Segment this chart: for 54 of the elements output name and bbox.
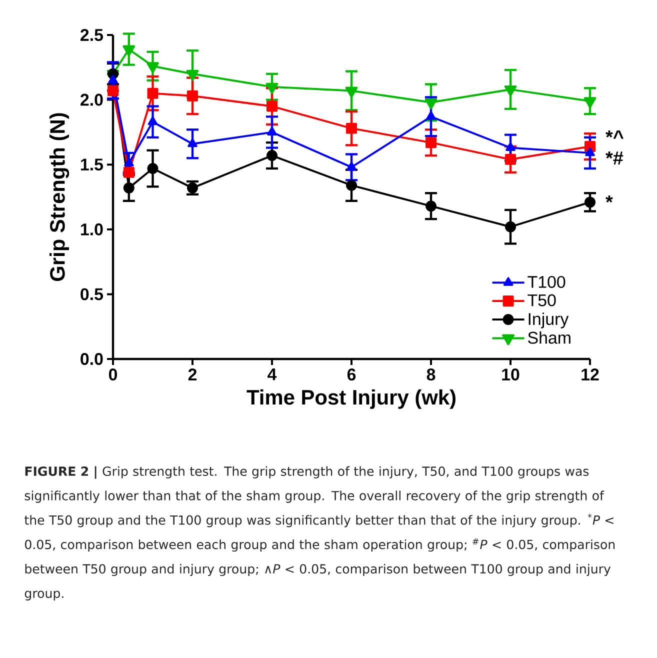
point bbox=[266, 82, 278, 94]
point bbox=[505, 154, 516, 165]
legend-label: T100 bbox=[528, 276, 566, 288]
text: *# bbox=[606, 151, 624, 165]
x-tick-label: 12 bbox=[582, 368, 599, 380]
x-tick-label: 4 bbox=[268, 368, 277, 380]
point bbox=[148, 116, 158, 126]
point bbox=[266, 150, 278, 162]
point bbox=[266, 100, 278, 112]
y-axis-title: Grip Strength (N) bbox=[50, 113, 70, 281]
point bbox=[504, 85, 517, 96]
x-axis-title: Time Post Injury (wk) bbox=[246, 389, 456, 409]
y-tick-label: 0.0 bbox=[80, 353, 103, 366]
y-tick-label: 2.5 bbox=[80, 29, 104, 42]
point bbox=[424, 98, 438, 110]
point bbox=[123, 166, 134, 178]
point bbox=[267, 126, 277, 136]
point bbox=[146, 62, 159, 74]
point bbox=[584, 97, 596, 108]
point bbox=[346, 180, 358, 191]
point bbox=[122, 45, 136, 56]
point bbox=[147, 88, 158, 99]
x-tick-label: 6 bbox=[347, 368, 356, 381]
x-tick-label: 2 bbox=[188, 368, 197, 380]
point bbox=[108, 85, 118, 96]
y-tick-label: 1.0 bbox=[81, 223, 103, 236]
point bbox=[426, 200, 437, 212]
point bbox=[345, 86, 358, 98]
point bbox=[147, 162, 158, 174]
point bbox=[505, 221, 516, 232]
y-tick-label: 0.5 bbox=[80, 288, 104, 300]
legend-label: Injury bbox=[528, 312, 569, 328]
legend-label: T50 bbox=[528, 294, 556, 306]
point bbox=[187, 90, 198, 102]
x-tick-label: 0 bbox=[108, 368, 118, 381]
point bbox=[346, 122, 358, 134]
text: FIGURE 2 | Grip strength test. The grip strength of the injury, T50, and T100 groups was significantly lower than that of the sham group. The overall recovery of the grip strength of the T50 group and the T100 group was significantly better than that of the injury group. $^{*}$P < 0.05, comparison between each group and the sham operation group; $^{#}$P < 0.05, comparison between T50 group and injury group; ∧P < 0.05, comparison between T100 group and injury group. bbox=[24, 466, 615, 600]
y-tick-label: 2.0 bbox=[80, 94, 103, 106]
point bbox=[426, 111, 436, 120]
point bbox=[506, 142, 516, 152]
point bbox=[186, 70, 199, 81]
x-tick-label: 10 bbox=[502, 368, 520, 381]
text: *^ bbox=[606, 130, 624, 139]
point bbox=[124, 158, 134, 167]
legend-label: Sham bbox=[528, 331, 570, 344]
point bbox=[188, 138, 198, 148]
point bbox=[123, 182, 134, 194]
point bbox=[426, 137, 437, 148]
text: * bbox=[606, 195, 613, 203]
point bbox=[584, 196, 596, 208]
x-tick-label: 8 bbox=[426, 368, 436, 381]
point bbox=[346, 162, 356, 170]
y-tick-label: 1.5 bbox=[81, 158, 104, 171]
point bbox=[585, 147, 595, 156]
